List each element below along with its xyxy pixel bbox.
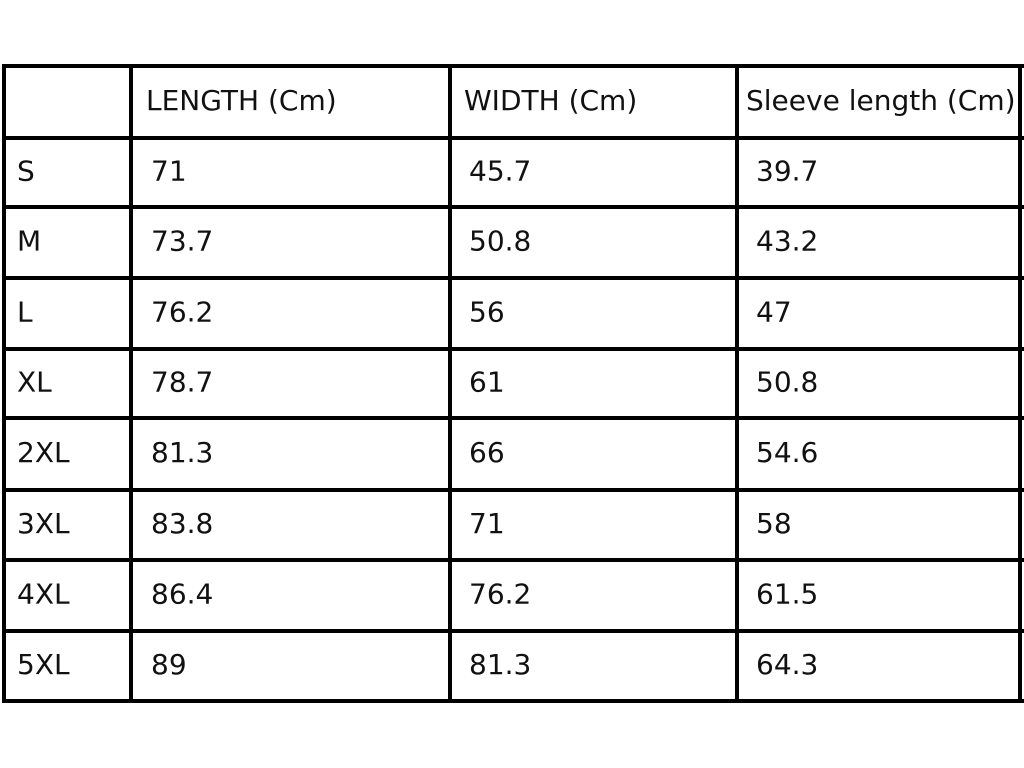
column-header: LENGTH (Cm) <box>146 84 337 117</box>
size-label: XL <box>17 366 52 399</box>
cell-value: 50.8 <box>756 366 818 399</box>
cell-value: 50.8 <box>469 225 531 258</box>
cell-value: 61.5 <box>756 578 818 611</box>
column-header: Sleeve length (Cm) <box>746 84 1016 117</box>
cell-value: 81.3 <box>151 436 213 469</box>
cell-value: 43.2 <box>756 225 818 258</box>
size-label: L <box>17 296 33 329</box>
cell-value: 76.2 <box>469 578 531 611</box>
cell-value: 39.7 <box>756 155 818 188</box>
size-label: 3XL <box>17 507 70 540</box>
size-label: M <box>17 225 41 258</box>
size-label: 5XL <box>17 648 70 681</box>
cell-value: 54.6 <box>756 436 818 469</box>
cell-value: 45.7 <box>469 155 531 188</box>
cell-value: 89 <box>151 648 187 681</box>
column-header: WIDTH (Cm) <box>464 84 637 117</box>
cell-value: 83.8 <box>151 507 213 540</box>
cell-value: 78.7 <box>151 366 213 399</box>
cell-value: 81.3 <box>469 648 531 681</box>
cell-value: 64.3 <box>756 648 818 681</box>
cell-value: 73.7 <box>151 225 213 258</box>
cell-value: 56 <box>469 296 505 329</box>
cell-value: 47 <box>756 296 792 329</box>
cell-value: 58 <box>756 507 792 540</box>
cell-value: 71 <box>469 507 505 540</box>
cell-value: 61 <box>469 366 505 399</box>
size-label: 4XL <box>17 578 70 611</box>
cell-value: 86.4 <box>151 578 213 611</box>
cell-value: 76.2 <box>151 296 213 329</box>
cell-value: 66 <box>469 436 505 469</box>
size-label: 2XL <box>17 436 70 469</box>
cell-value: 71 <box>151 155 187 188</box>
size-label: S <box>17 155 35 188</box>
